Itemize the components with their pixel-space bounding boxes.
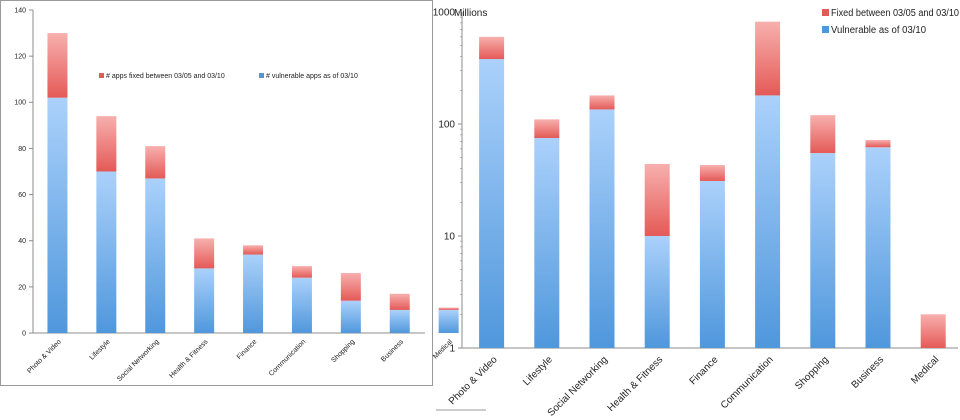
y-tick-label: 1 <box>449 344 455 355</box>
x-tick-label-shopping: Shopping <box>793 354 831 392</box>
y-tick-label: 0 <box>22 330 26 337</box>
bar-finance-fixed <box>699 165 725 181</box>
bar-finance-fixed <box>243 245 264 255</box>
x-tick-label-finance: Finance <box>236 338 259 361</box>
bar-shopping-vulnerable <box>340 300 361 333</box>
bar-photo-and-video-vulnerable <box>479 59 505 348</box>
legend-label-blue: # vulnerable apps as of 03/10 <box>266 73 358 80</box>
bar-photo-and-video-vulnerable <box>47 97 68 334</box>
x-tick-label-medical: Medical <box>909 354 941 386</box>
bar-communication-fixed <box>291 266 312 278</box>
legend-swatch-red <box>822 9 829 16</box>
bar-lifestyle-vulnerable <box>96 171 117 333</box>
y-ticks: 0 20 40 60 80 100 120 140 <box>14 7 425 337</box>
bar-shopping-fixed <box>340 273 361 301</box>
legend-swatch-blue <box>259 73 264 78</box>
y-tick-label: 40 <box>18 238 26 245</box>
legend: Fixed between 03/05 and 03/10 Vulnerable … <box>822 8 959 36</box>
bar-lifestyle-fixed <box>534 119 560 138</box>
bar-series <box>479 21 946 348</box>
bar-shopping-fixed <box>810 115 836 154</box>
y-tick-label: 100 <box>438 120 455 131</box>
bar-health-and-fitness-fixed <box>194 238 215 269</box>
x-tick-label-social-networking: Social Networking <box>546 354 610 418</box>
bar-finance-vulnerable <box>243 254 264 333</box>
y-tick-label: 80 <box>18 146 26 153</box>
bar-health-and-fitness-vulnerable <box>194 268 215 333</box>
bar-series <box>47 33 459 334</box>
bar-health-and-fitness-fixed <box>644 163 670 236</box>
y-tick-label: 100 <box>14 100 26 107</box>
bar-finance-vulnerable <box>699 180 725 348</box>
x-tick-label-health-and-fitness: Health & Fitness <box>606 354 666 414</box>
bar-communication-vulnerable <box>291 277 312 333</box>
x-tick-label-finance: Finance <box>688 354 721 387</box>
legend-swatch-red <box>99 73 104 78</box>
bar-health-and-fitness-vulnerable <box>644 236 670 348</box>
bar-photo-and-video-fixed <box>479 36 505 60</box>
bar-medical-vulnerable <box>438 309 459 333</box>
x-tick-label-shopping: Shopping <box>330 338 356 364</box>
y-tick-label: 10 <box>444 232 456 243</box>
bar-communication-fixed <box>755 21 781 96</box>
bar-business-fixed <box>389 293 410 310</box>
x-tick-label-social-networking: Social Networking <box>116 338 161 383</box>
x-tick-label-communication: Communication <box>268 338 307 377</box>
bar-medical-fixed <box>920 314 946 348</box>
legend-label-red: Fixed between 03/05 and 03/10 <box>831 8 959 19</box>
bar-shopping-vulnerable <box>810 153 836 348</box>
chart-frame <box>0 0 433 386</box>
y-tick-label: 1000 <box>433 8 456 19</box>
bar-photo-and-video-fixed <box>47 33 68 98</box>
bar-medical-fixed <box>438 307 459 310</box>
x-tick-label-lifestyle: Lifestyle <box>89 338 112 361</box>
legend-label-red: # apps fixed between 03/05 and 03/10 <box>106 73 225 80</box>
x-tick-label-health-and-fitness: Health & Fitness <box>168 338 210 380</box>
legend-swatch-blue <box>822 26 829 33</box>
x-tick-label-photo-and-video: Photo & Video <box>447 354 500 407</box>
chart-apps-by-category: 0 20 40 60 80 100 120 140 Photo & Video Lifestyl… <box>0 0 459 386</box>
bar-social-networking-fixed <box>145 146 166 179</box>
y-tick-label: 120 <box>14 54 26 61</box>
x-tick-label-photo-and-video: Photo & Video <box>26 338 63 375</box>
bar-communication-vulnerable <box>755 95 781 348</box>
unit-label: Millions <box>454 8 487 19</box>
y-tick-label: 140 <box>14 7 26 14</box>
bar-social-networking-vulnerable <box>589 109 615 348</box>
bar-lifestyle-fixed <box>96 116 117 172</box>
bar-business-fixed <box>865 139 891 148</box>
bar-lifestyle-vulnerable <box>534 137 560 348</box>
bar-business-vulnerable <box>389 309 410 333</box>
y-tick-label: 60 <box>18 192 26 199</box>
y-tick-label: 20 <box>18 284 26 291</box>
x-tick-label-business: Business <box>380 338 405 363</box>
x-tick-label-business: Business <box>850 354 886 390</box>
x-tick-label-communication: Communication <box>719 354 776 411</box>
bar-social-networking-vulnerable <box>145 178 166 333</box>
chart-users-by-category: Millions 1 10 100 1000 Photo & Video Lifesty… <box>433 8 960 419</box>
x-tick-label-lifestyle: Lifestyle <box>521 354 555 388</box>
legend-label-blue: Vulnerable as of 03/10 <box>831 25 926 36</box>
bar-social-networking-fixed <box>589 95 615 110</box>
legend: # apps fixed between 03/05 and 03/10 # vu… <box>99 73 358 80</box>
bar-business-vulnerable <box>865 147 891 348</box>
